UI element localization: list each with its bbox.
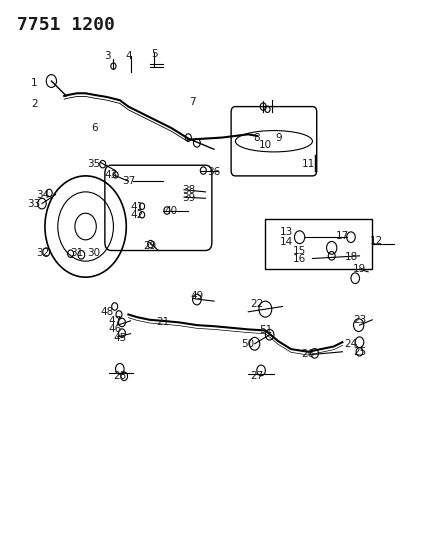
- Text: 8: 8: [253, 133, 260, 142]
- Text: 25: 25: [353, 347, 366, 357]
- Text: 17: 17: [336, 231, 349, 240]
- Text: 7: 7: [189, 98, 196, 107]
- Text: 34: 34: [36, 190, 49, 199]
- Text: 28: 28: [113, 371, 126, 381]
- Text: 43: 43: [105, 170, 118, 180]
- Text: 23: 23: [353, 315, 366, 325]
- Text: 13: 13: [280, 227, 293, 237]
- Text: 29: 29: [143, 241, 156, 251]
- Text: 32: 32: [36, 248, 49, 258]
- Text: 48: 48: [101, 307, 113, 317]
- Text: 3: 3: [104, 51, 110, 61]
- Text: 36: 36: [208, 167, 220, 176]
- Text: 33: 33: [28, 199, 41, 208]
- Text: 30: 30: [88, 248, 101, 258]
- Text: 1: 1: [31, 78, 38, 87]
- Text: 11: 11: [302, 159, 315, 168]
- Text: 46: 46: [109, 325, 122, 334]
- Text: 5: 5: [151, 50, 158, 59]
- Text: 19: 19: [353, 264, 366, 274]
- Text: 22: 22: [250, 299, 263, 309]
- Text: 37: 37: [122, 176, 135, 186]
- Text: 31: 31: [71, 248, 83, 258]
- Text: 12: 12: [370, 236, 383, 246]
- Text: 45: 45: [113, 334, 126, 343]
- Text: 2: 2: [31, 99, 38, 109]
- Text: 40: 40: [165, 206, 178, 215]
- Bar: [265, 219, 372, 269]
- Text: 14: 14: [280, 237, 293, 247]
- Text: 49: 49: [190, 291, 203, 301]
- Text: 38: 38: [182, 185, 195, 195]
- Text: 26: 26: [302, 350, 315, 359]
- Text: 47: 47: [109, 316, 122, 326]
- Text: 10: 10: [259, 140, 272, 150]
- Text: 18: 18: [345, 253, 357, 262]
- Text: 27: 27: [250, 371, 263, 381]
- Text: 42: 42: [131, 210, 143, 220]
- Text: 6: 6: [91, 123, 98, 133]
- Text: 24: 24: [345, 339, 357, 349]
- Text: 16: 16: [293, 254, 306, 263]
- Text: 41: 41: [131, 202, 143, 212]
- Text: 51: 51: [259, 326, 272, 335]
- Text: 35: 35: [88, 159, 101, 169]
- Text: 39: 39: [182, 193, 195, 203]
- Text: 21: 21: [156, 318, 169, 327]
- Text: 9: 9: [275, 133, 282, 142]
- Text: 50: 50: [242, 339, 255, 349]
- Text: 15: 15: [293, 246, 306, 255]
- Text: 7751 1200: 7751 1200: [17, 16, 115, 34]
- Text: 4: 4: [125, 51, 132, 61]
